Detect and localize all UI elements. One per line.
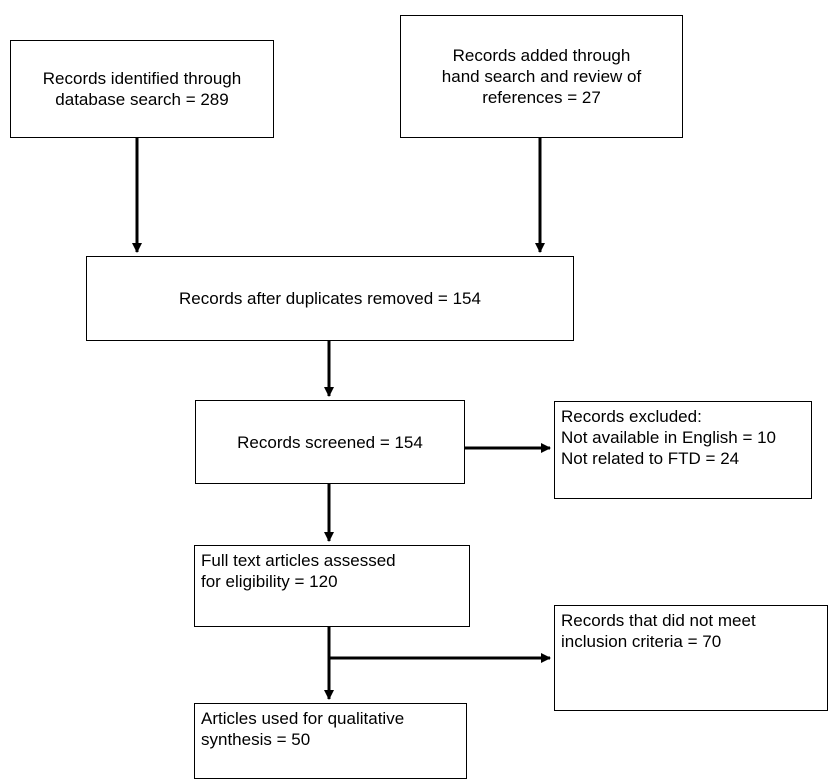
box-text-line: hand search and review of: [441, 67, 642, 86]
box-text-line: database search = 289: [55, 90, 229, 109]
not-meet-criteria-box: Records that did not meet inclusion crite…: [554, 605, 828, 711]
box-text-line: Full text articles assessed: [201, 551, 396, 570]
box-text-line: Records excluded:: [561, 407, 702, 426]
box-text-line: Not available in English = 10: [561, 428, 776, 447]
box-text-line: Records after duplicates removed = 154: [179, 289, 481, 308]
box-text-line: synthesis = 50: [201, 730, 311, 749]
hand-search-box: Records added through hand search and rev…: [400, 15, 683, 138]
duplicates-removed-box: Records after duplicates removed = 154: [86, 256, 574, 341]
box-text-line: inclusion criteria = 70: [561, 632, 722, 651]
records-excluded-box: Records excluded: Not available in Englis…: [554, 401, 812, 499]
box-text-line: Records added through: [452, 46, 631, 65]
box-text-line: Articles used for qualitative: [201, 709, 405, 728]
box-text-line: for eligibility = 120: [201, 572, 338, 591]
box-text-line: Records screened = 154: [237, 432, 423, 452]
database-search-box: Records identified through database searc…: [10, 40, 274, 138]
box-text-line: Not related to FTD = 24: [561, 449, 740, 468]
full-text-assessed-box: Full text articles assessed for eligibili…: [194, 545, 470, 627]
box-text-line: references = 27: [482, 88, 601, 107]
qualitative-synthesis-box: Articles used for qualitative synthesis =…: [194, 703, 467, 779]
records-screened-box: Records screened = 154: [195, 400, 465, 484]
box-text-line: Records identified through: [42, 69, 242, 88]
box-text-line: Records that did not meet: [561, 611, 756, 630]
